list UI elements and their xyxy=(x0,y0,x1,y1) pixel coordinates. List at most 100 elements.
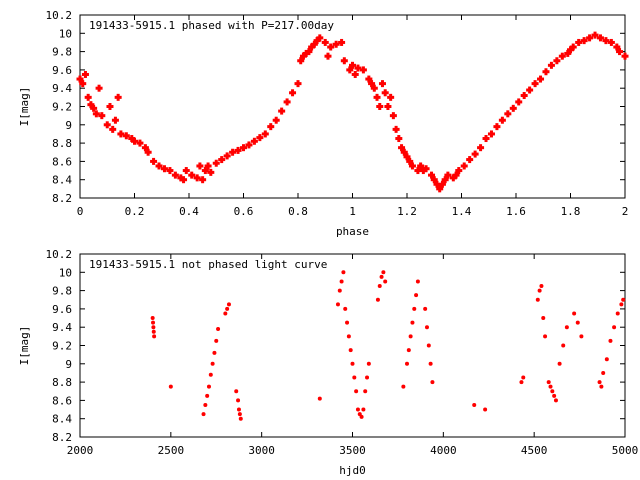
data-point xyxy=(337,288,342,293)
data-point xyxy=(426,343,431,348)
y-tick-label: 9.4 xyxy=(52,321,72,334)
data-point xyxy=(313,37,321,45)
data-point xyxy=(250,137,258,145)
data-point xyxy=(531,80,539,88)
data-point xyxy=(111,116,119,124)
data-point xyxy=(131,137,138,145)
phased-panel: 0 0.2 0.4 0.6 0.8 1 1.2 1.4 1.6 1.8 2 8.2 8.4 8.6 8.8 9… xyxy=(18,9,629,238)
x-tick-label: 0.6 xyxy=(234,205,254,218)
data-point xyxy=(152,334,157,339)
data-point xyxy=(349,61,356,69)
y-tick-label: 9.2 xyxy=(52,340,72,353)
data-point xyxy=(188,171,196,179)
data-point xyxy=(412,306,417,311)
data-point xyxy=(548,384,553,389)
data-point xyxy=(612,325,617,330)
data-point xyxy=(98,112,106,120)
data-point xyxy=(419,167,427,175)
data-point xyxy=(238,416,243,421)
y-tick-label: 10 xyxy=(59,266,72,279)
data-point xyxy=(354,389,359,394)
data-point xyxy=(180,176,188,184)
data-point xyxy=(601,370,606,375)
y-tick-label: 9.6 xyxy=(52,64,72,77)
y-tick-label: 10.2 xyxy=(46,9,73,22)
data-point xyxy=(370,84,378,92)
data-point xyxy=(346,66,354,74)
data-point xyxy=(201,167,209,175)
x-tick-label: 3500 xyxy=(339,444,366,457)
y-tick-label: 8.6 xyxy=(52,394,72,407)
data-point xyxy=(504,110,512,118)
data-point xyxy=(204,162,212,170)
data-point xyxy=(410,320,415,325)
data-point xyxy=(482,135,490,143)
data-point xyxy=(438,180,446,188)
data-point xyxy=(359,66,367,74)
data-point xyxy=(299,52,307,60)
data-point xyxy=(236,407,241,412)
y-tick-label: 8.2 xyxy=(52,431,72,444)
data-point xyxy=(619,302,624,307)
data-point xyxy=(151,325,156,330)
x-tick-label: 5000 xyxy=(612,444,639,457)
data-point xyxy=(223,311,228,316)
data-point xyxy=(136,139,144,147)
x-tick-label: 2000 xyxy=(67,444,94,457)
data-point xyxy=(401,384,406,389)
data-point xyxy=(214,338,219,343)
data-point xyxy=(201,412,206,417)
data-point xyxy=(621,52,629,60)
data-point xyxy=(553,57,561,65)
data-point xyxy=(160,165,168,173)
data-point xyxy=(205,393,210,398)
data-point xyxy=(196,162,204,170)
data-point xyxy=(79,80,87,88)
data-point xyxy=(76,75,84,83)
data-point xyxy=(564,49,572,57)
data-point xyxy=(346,334,351,339)
data-point xyxy=(607,38,615,46)
data-point xyxy=(423,306,428,311)
data-point xyxy=(406,157,414,165)
data-point xyxy=(359,414,364,419)
data-point xyxy=(182,167,190,175)
data-point xyxy=(477,144,485,152)
data-point xyxy=(408,334,413,339)
data-point xyxy=(575,38,583,46)
data-point xyxy=(546,380,551,385)
data-point xyxy=(324,52,332,60)
data-point xyxy=(375,297,380,302)
data-point xyxy=(591,31,599,39)
data-point xyxy=(317,396,322,401)
data-point xyxy=(428,361,433,366)
data-point xyxy=(539,284,544,289)
data-point xyxy=(150,157,158,165)
data-point xyxy=(332,40,340,48)
x-tick-label: 1.4 xyxy=(452,205,472,218)
data-point xyxy=(289,89,297,97)
data-point xyxy=(547,61,555,69)
data-point xyxy=(109,125,117,133)
data-point xyxy=(406,348,411,353)
data-point xyxy=(436,185,444,193)
data-point xyxy=(256,134,264,142)
data-point xyxy=(355,407,360,412)
data-point xyxy=(422,165,430,173)
data-point xyxy=(424,325,429,330)
data-point xyxy=(515,98,523,106)
data-point xyxy=(596,34,604,42)
data-point xyxy=(81,70,89,78)
x-tick-label: 0.4 xyxy=(179,205,199,218)
data-point xyxy=(487,130,495,138)
data-point xyxy=(223,152,231,160)
data-point xyxy=(542,68,550,76)
data-point xyxy=(586,34,594,42)
x-tick-label: 1.8 xyxy=(561,205,581,218)
data-point xyxy=(384,103,392,110)
data-point xyxy=(225,306,230,311)
data-point xyxy=(569,43,577,51)
data-point xyxy=(237,412,242,417)
data-point xyxy=(537,288,542,293)
data-point xyxy=(521,375,526,380)
